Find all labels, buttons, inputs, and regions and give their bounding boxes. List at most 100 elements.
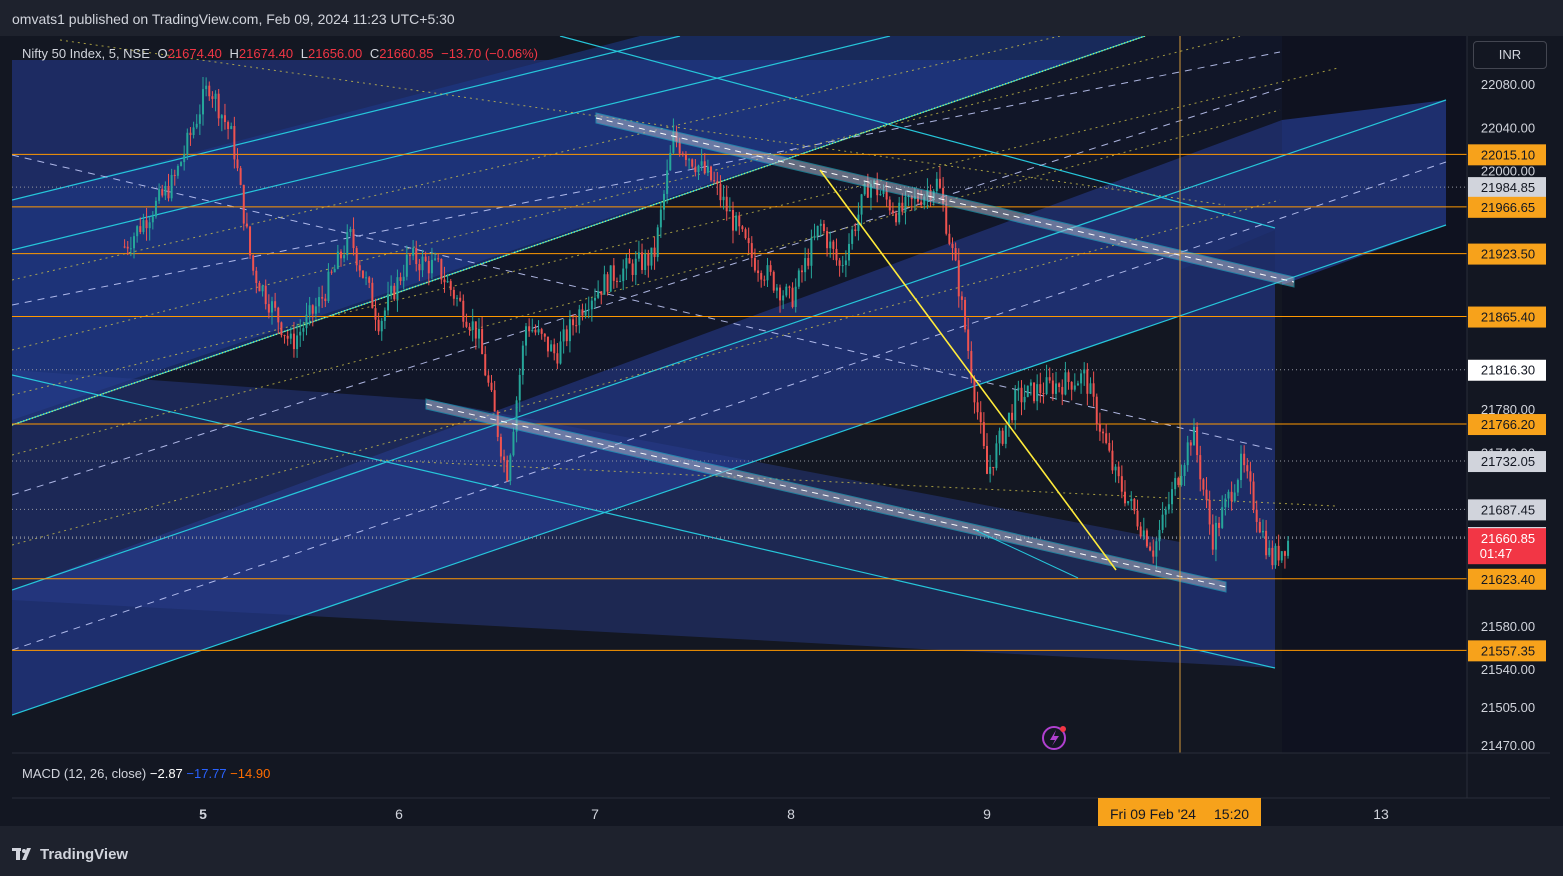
candle [1102,428,1105,444]
candle [722,184,725,210]
candle [1130,491,1133,511]
price-label-gray: 21732.05 [1468,451,1546,473]
candle [427,256,430,286]
price-label-value: 21660.85 [1481,531,1535,546]
candle [286,330,289,346]
candle [198,104,201,136]
candle [760,270,763,288]
candle [305,302,308,336]
candle [446,274,449,283]
candle [938,166,941,190]
candle [797,268,800,290]
candle [258,280,261,292]
y-tick-label: 21580.00 [1481,619,1535,634]
candle [493,380,496,412]
candle [1014,385,1017,430]
candle [562,318,565,354]
candle [967,317,970,359]
candle [600,291,603,305]
macd-value: −2.87 [149,766,183,781]
candle [487,370,490,387]
candle [728,197,731,212]
candle [587,296,590,319]
candle [1054,371,1057,400]
candle [662,190,665,221]
candle [227,120,230,140]
candle [1230,481,1233,511]
channel-fill-desc [12,370,1275,668]
candle [1155,538,1158,569]
candle [449,279,452,297]
candle [324,293,327,308]
candle [572,314,575,336]
candle [1246,458,1249,479]
candle [738,211,741,235]
candle [750,236,753,267]
candle [565,325,568,347]
candle [1196,422,1199,463]
candle [1261,519,1264,538]
channel-fill-desc-right [1180,230,1275,668]
candle [656,224,659,262]
candle [349,226,352,237]
candle [1199,445,1202,492]
candle [766,257,769,288]
candle [220,114,223,132]
low-value: 21656.00 [308,46,363,61]
candle [245,212,248,229]
candle [339,249,342,267]
candle [255,266,258,294]
symbol-legend[interactable]: Nifty 50 Index, 5, NSE O21674.40 H21674.… [22,46,542,61]
candle [650,247,653,270]
candle [609,265,612,292]
candle [1174,471,1177,496]
candle [1108,432,1111,453]
candle [180,160,183,167]
cursor-time-label: Fri 09 Feb '24 15:20 [1098,798,1261,826]
candle [1127,500,1130,506]
candle [844,250,847,278]
candle [694,159,697,177]
price-label-white: 21816.30 [1468,359,1546,381]
candle [330,269,333,275]
lightning-icon [1042,726,1066,750]
candle [634,251,637,285]
price-label-orange: 21557.35 [1468,640,1546,662]
candle [133,232,136,259]
candle [393,283,396,302]
candle [581,303,584,321]
candle [352,217,355,256]
candle [430,247,433,280]
macd-legend[interactable]: MACD (12, 26, close) −2.87 −17.77 −14.90 [22,766,270,781]
candle [283,334,286,344]
price-label-gray: 21984.85 [1468,177,1546,199]
price-label-value: 21766.20 [1481,417,1535,432]
candle [666,159,669,204]
candle [628,248,631,264]
currency-button[interactable]: INR [1473,41,1547,69]
candle [380,317,383,341]
candle [772,270,775,293]
candle [296,323,299,358]
candle [242,184,245,231]
candle [584,303,587,319]
candle [1120,465,1123,499]
candle [1095,393,1098,431]
candle [556,343,559,370]
candle [518,368,521,412]
channel-fill-dark [12,36,1282,590]
tradingview-logo[interactable]: TradingView [12,846,128,863]
candle [888,196,891,216]
candle [835,238,838,266]
candle [1051,372,1054,401]
candle [167,173,170,202]
candle [233,116,236,169]
candle [361,270,364,279]
candle [775,284,778,299]
candle [612,258,615,289]
candle [860,193,863,226]
candle [512,427,515,457]
x-tick-label: 6 [395,806,403,822]
candle [1252,473,1255,514]
